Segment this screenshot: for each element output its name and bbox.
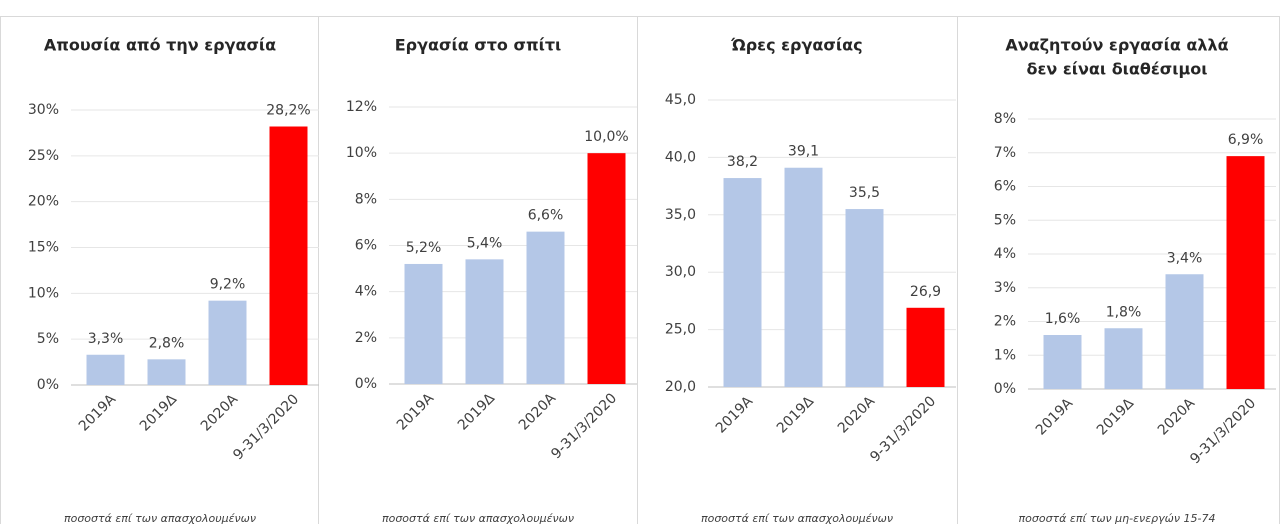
y-tick-label: 10% [28, 285, 59, 301]
value-label: 35,5 [849, 185, 880, 201]
y-tick-label: 0% [994, 381, 1016, 397]
bar [723, 178, 762, 387]
y-tick-label: 20,0 [665, 379, 696, 395]
value-label: 10,0% [584, 129, 628, 145]
value-label: 1,6% [1045, 311, 1081, 327]
bar [1165, 274, 1204, 389]
y-tick-label: 25% [28, 148, 59, 164]
value-label: 6,6% [528, 208, 564, 224]
value-label: 6,9% [1228, 132, 1264, 148]
y-tick-label: 20% [28, 194, 59, 210]
y-tick-label: 40,0 [665, 149, 696, 165]
bar [587, 153, 626, 384]
y-tick-label: 0% [355, 376, 377, 392]
bar [845, 209, 884, 387]
note: ποσοστά επί των μη-ενεργών 15-74 [1019, 512, 1216, 524]
value-label: 1,8% [1106, 304, 1142, 320]
y-tick-label: 25,0 [665, 322, 696, 338]
value-label: 26,9 [910, 284, 941, 300]
chart-title: Εργασία στο σπίτι [395, 36, 562, 55]
bar [269, 126, 308, 385]
value-label: 5,4% [467, 235, 503, 251]
bar [465, 259, 504, 384]
y-tick-label: 2% [994, 314, 1016, 330]
bar [208, 300, 247, 385]
bar [526, 231, 565, 384]
value-label: 39,1 [788, 144, 819, 160]
y-tick-label: 5% [994, 212, 1016, 228]
note: ποσοστά επί των απασχολουμένων [64, 512, 256, 524]
bar [1104, 328, 1143, 389]
y-tick-label: 4% [355, 284, 377, 300]
y-tick-label: 10% [346, 145, 377, 161]
y-tick-label: 8% [355, 191, 377, 207]
bar [86, 354, 125, 385]
y-tick-label: 0% [37, 377, 59, 393]
y-tick-label: 45,0 [665, 92, 696, 108]
note: ποσοστά επί των απασχολουμένων [701, 512, 893, 524]
y-tick-label: 5% [37, 331, 59, 347]
bar [784, 167, 823, 387]
y-tick-label: 1% [994, 347, 1016, 363]
bar [1226, 156, 1265, 389]
y-tick-label: 7% [994, 145, 1016, 161]
y-tick-label: 15% [28, 240, 59, 256]
value-label: 28,2% [266, 103, 310, 119]
y-tick-label: 2% [355, 330, 377, 346]
y-tick-label: 6% [994, 179, 1016, 195]
value-label: 9,2% [210, 277, 246, 293]
note: ποσοστά επί των απασχολουμένων [382, 512, 574, 524]
value-label: 3,3% [88, 331, 124, 347]
y-tick-label: 30,0 [665, 264, 696, 280]
chart-title: Απουσία από την εργασία [44, 36, 276, 55]
y-tick-label: 30% [28, 102, 59, 118]
y-tick-label: 35,0 [665, 207, 696, 223]
bar [1043, 335, 1082, 389]
chart-title: Ώρες εργασίας [730, 36, 862, 55]
value-label: 5,2% [406, 240, 442, 256]
chart-title: Αναζητούν εργασία αλλά [1005, 36, 1228, 55]
y-tick-label: 3% [994, 280, 1016, 296]
value-label: 2,8% [149, 335, 185, 351]
bar [147, 359, 186, 385]
y-tick-label: 4% [994, 246, 1016, 262]
value-label: 3,4% [1167, 250, 1203, 266]
y-tick-label: 12% [346, 99, 377, 115]
bar [404, 263, 443, 384]
y-tick-label: 8% [994, 111, 1016, 127]
y-tick-label: 6% [355, 238, 377, 254]
bar [906, 307, 945, 387]
chart-title: δεν είναι διαθέσιμοι [1026, 60, 1207, 79]
value-label: 38,2 [727, 154, 758, 170]
